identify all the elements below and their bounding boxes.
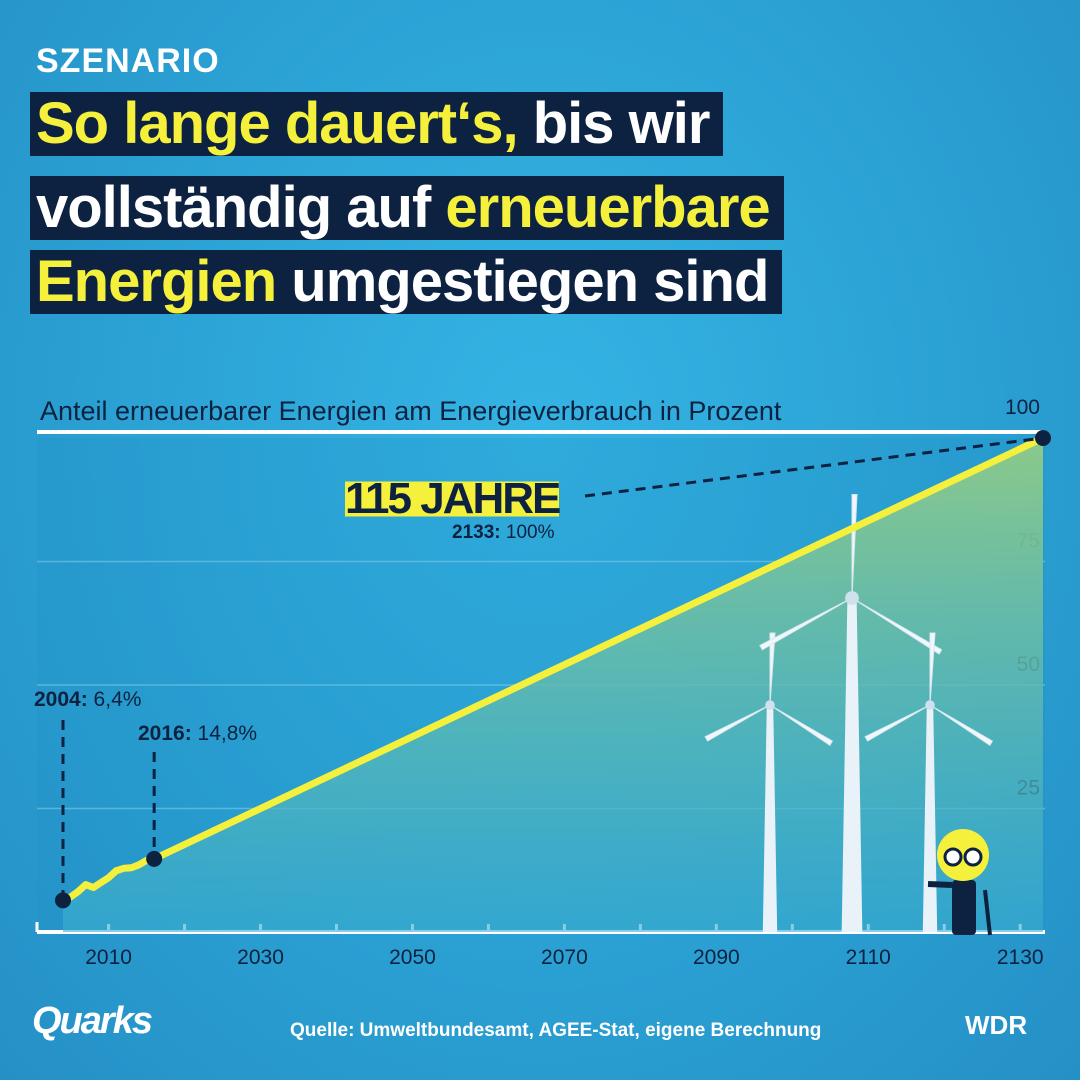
turbine-blade [769, 632, 776, 706]
label-value: 14,8% [191, 722, 258, 745]
label-value: 6,4% [87, 688, 142, 711]
head [937, 829, 989, 881]
headline-text: bis wir [517, 91, 711, 156]
glasses [963, 847, 983, 867]
glasses [943, 847, 963, 867]
headline-text: Energien [36, 249, 277, 314]
turbine-hub [765, 700, 775, 710]
label-2133: 2133: 100% [452, 522, 554, 544]
turbine-tower [841, 598, 863, 932]
source: Quelle: Umweltbundesamt, AGEE-Stat, eige… [290, 1020, 822, 1041]
turbine-blade [929, 632, 936, 706]
headline-text: umgestiegen sind [276, 249, 769, 314]
x-tick-label: 2130 [997, 946, 1044, 969]
data-point [146, 850, 163, 867]
wind-turbines [704, 494, 994, 936]
data-point [55, 892, 71, 909]
headline-text: vollständig auf [36, 175, 446, 240]
headline-line-3: Energien umgestiegen sind [30, 249, 783, 314]
area-fill [63, 438, 1043, 932]
body [952, 880, 976, 935]
label-2016: 2016: 14,8% [138, 722, 257, 746]
turbine-blade [851, 494, 858, 599]
turbine-blade [851, 597, 943, 655]
x-tick-label: 2050 [389, 946, 436, 969]
turbine-blade [704, 704, 771, 742]
old-man-icon [927, 829, 992, 936]
series-line [61, 434, 1045, 904]
cane [983, 889, 992, 936]
label-value: 100% [500, 522, 555, 543]
x-tick-label: 2010 [85, 946, 132, 969]
quarks-logo: Quarks [32, 1000, 153, 1042]
years-label: 115 JAHRE [345, 474, 561, 524]
kicker: SZENARIO [36, 42, 220, 80]
headline-line-2: vollständig auf erneuerbare [30, 176, 784, 240]
turbine-blade [929, 704, 994, 747]
data-point [1035, 430, 1051, 446]
wdr-logo: WDR [965, 1010, 1028, 1040]
turbine-blade [864, 704, 931, 742]
label-2004: 2004: 6,4% [34, 688, 141, 712]
turbine-tower [762, 705, 778, 932]
y-tick-label: 100 [1005, 396, 1040, 419]
x-tick-label: 2090 [693, 946, 740, 969]
turbine-tower [922, 705, 938, 932]
turbine-hub [845, 591, 859, 605]
x-tick-label: 2070 [541, 946, 588, 969]
headline-line-1: So lange dauert‘s, bis wir [30, 91, 724, 156]
x-tick-label: 2030 [237, 946, 284, 969]
x-tick-label: 2110 [846, 946, 891, 969]
arm [927, 881, 953, 888]
label-year: 2016: [138, 722, 192, 745]
chart-title: Anteil erneuerbarer Energien am Energiev… [40, 396, 782, 426]
turbine-hub [925, 700, 935, 710]
label-year: 2133: [452, 522, 501, 543]
turbine-blade [769, 704, 834, 747]
leader-2133 [584, 436, 1044, 498]
headline-text: So lange dauert‘s, [36, 91, 519, 156]
turbine-blade [759, 597, 853, 651]
headline-text: erneuerbare [445, 175, 770, 240]
label-year: 2004: [34, 688, 88, 711]
